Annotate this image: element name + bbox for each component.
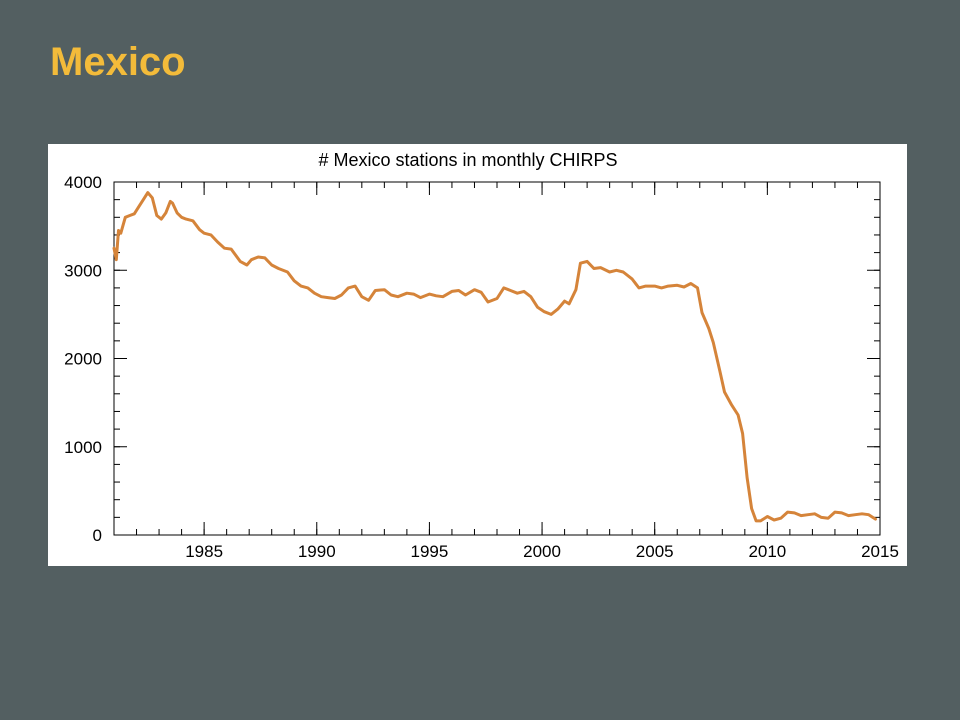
x-tick-label: 2015 [861,542,899,561]
axes [113,181,881,536]
y-tick-label: 4000 [64,173,102,192]
y-tick-label: 3000 [64,261,102,280]
x-tick-label: 2005 [636,542,674,561]
y-tick-label: 1000 [64,438,102,457]
axis-tick-labels: 1985 1990 1995 2000 2005 2010 2015 0 1000 2000 300… [64,173,899,561]
x-tick-label: 2010 [748,542,786,561]
y-tick-label: 0 [93,526,102,545]
y-tick-label: 2000 [64,350,102,369]
axis-ticks [113,181,881,536]
series-line-1 [112,191,877,523]
chart-panel: # Mexico stations in monthly CHIRPS 1985… [48,144,907,566]
x-tick-label: 1990 [298,542,336,561]
x-tick-label: 1995 [410,542,448,561]
x-tick-label: 2000 [523,542,561,561]
slide-title: Mexico [50,40,186,84]
chart-title: # Mexico stations in monthly CHIRPS [318,150,617,170]
series-group [112,191,877,523]
line-chart: # Mexico stations in monthly CHIRPS 1985… [64,150,899,561]
plot-frame [113,181,881,536]
x-tick-label: 1985 [185,542,223,561]
